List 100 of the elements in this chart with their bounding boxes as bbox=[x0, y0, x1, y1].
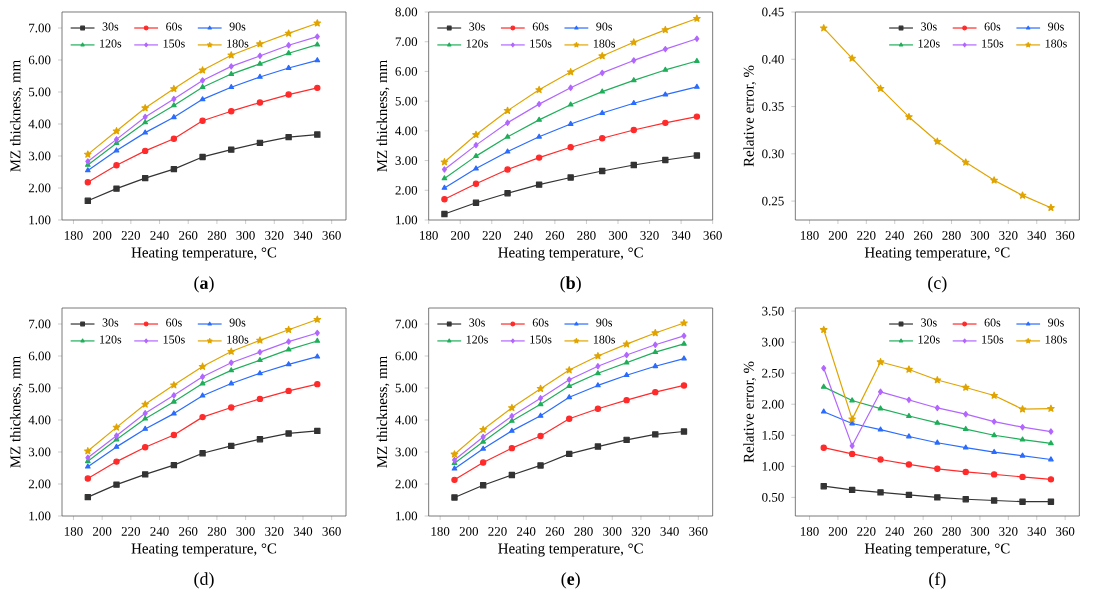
point bbox=[170, 135, 178, 142]
point bbox=[848, 486, 856, 494]
point bbox=[693, 14, 701, 22]
text: (d) bbox=[194, 572, 214, 589]
point bbox=[877, 489, 884, 496]
point bbox=[990, 497, 998, 504]
point bbox=[905, 112, 913, 121]
point bbox=[199, 450, 206, 457]
point bbox=[1047, 203, 1055, 212]
point bbox=[472, 180, 480, 187]
point bbox=[623, 436, 630, 444]
point bbox=[256, 436, 264, 443]
point bbox=[479, 459, 487, 466]
point bbox=[662, 156, 669, 164]
point bbox=[285, 387, 292, 395]
point bbox=[693, 113, 701, 120]
point bbox=[141, 174, 149, 182]
point bbox=[228, 146, 235, 153]
text: (c) bbox=[928, 276, 947, 293]
point bbox=[113, 162, 120, 169]
point bbox=[84, 447, 92, 455]
point bbox=[84, 475, 92, 482]
point bbox=[934, 465, 941, 473]
point bbox=[567, 144, 574, 151]
point bbox=[535, 85, 543, 94]
point bbox=[170, 461, 178, 469]
point bbox=[623, 396, 630, 404]
point bbox=[199, 117, 206, 124]
point bbox=[313, 19, 322, 27]
point bbox=[141, 471, 149, 478]
point bbox=[441, 210, 448, 218]
point bbox=[84, 197, 92, 204]
point bbox=[535, 154, 543, 161]
point bbox=[680, 319, 688, 327]
point bbox=[1019, 473, 1026, 481]
point bbox=[285, 430, 292, 437]
point bbox=[630, 126, 637, 134]
point bbox=[933, 376, 942, 384]
point bbox=[905, 461, 913, 468]
point bbox=[629, 38, 638, 46]
point bbox=[113, 185, 120, 192]
point bbox=[598, 52, 607, 60]
point bbox=[84, 150, 92, 158]
point bbox=[256, 139, 264, 147]
point bbox=[820, 444, 827, 451]
point bbox=[256, 40, 264, 48]
text: (f) bbox=[929, 572, 946, 589]
point bbox=[961, 383, 970, 391]
point bbox=[566, 415, 573, 422]
point bbox=[662, 119, 669, 127]
point bbox=[314, 427, 321, 435]
point bbox=[876, 84, 885, 92]
point bbox=[112, 423, 121, 431]
point bbox=[536, 384, 545, 392]
point bbox=[599, 135, 606, 142]
point bbox=[199, 153, 206, 161]
point bbox=[440, 158, 449, 166]
point bbox=[962, 468, 969, 476]
point bbox=[84, 493, 92, 501]
point bbox=[819, 24, 828, 32]
point bbox=[820, 482, 827, 490]
point bbox=[508, 444, 516, 452]
point bbox=[508, 403, 516, 412]
point bbox=[170, 165, 178, 173]
point bbox=[566, 450, 573, 458]
point bbox=[479, 482, 487, 489]
point bbox=[661, 25, 670, 34]
text: (b) bbox=[560, 276, 581, 293]
point bbox=[285, 133, 292, 141]
point bbox=[284, 325, 293, 334]
point bbox=[141, 147, 149, 155]
point bbox=[566, 68, 575, 76]
point bbox=[508, 471, 516, 479]
point bbox=[170, 381, 178, 389]
point bbox=[198, 362, 207, 370]
point bbox=[1047, 404, 1055, 412]
point bbox=[990, 391, 998, 399]
point bbox=[934, 494, 941, 501]
point bbox=[1047, 476, 1055, 483]
point bbox=[594, 352, 602, 360]
point bbox=[877, 456, 884, 463]
point bbox=[594, 405, 602, 412]
point bbox=[567, 174, 574, 181]
text: (e) bbox=[561, 572, 580, 589]
point bbox=[680, 428, 688, 435]
point bbox=[848, 415, 856, 423]
point bbox=[170, 84, 178, 93]
point bbox=[905, 365, 913, 373]
point bbox=[285, 91, 292, 98]
point bbox=[848, 450, 856, 458]
point bbox=[622, 340, 631, 348]
point bbox=[451, 494, 458, 501]
point bbox=[504, 190, 511, 197]
point bbox=[314, 380, 321, 388]
point bbox=[848, 54, 856, 62]
point bbox=[314, 131, 321, 138]
point bbox=[113, 458, 120, 465]
point bbox=[1019, 498, 1026, 505]
point bbox=[227, 347, 236, 355]
point bbox=[472, 130, 480, 139]
